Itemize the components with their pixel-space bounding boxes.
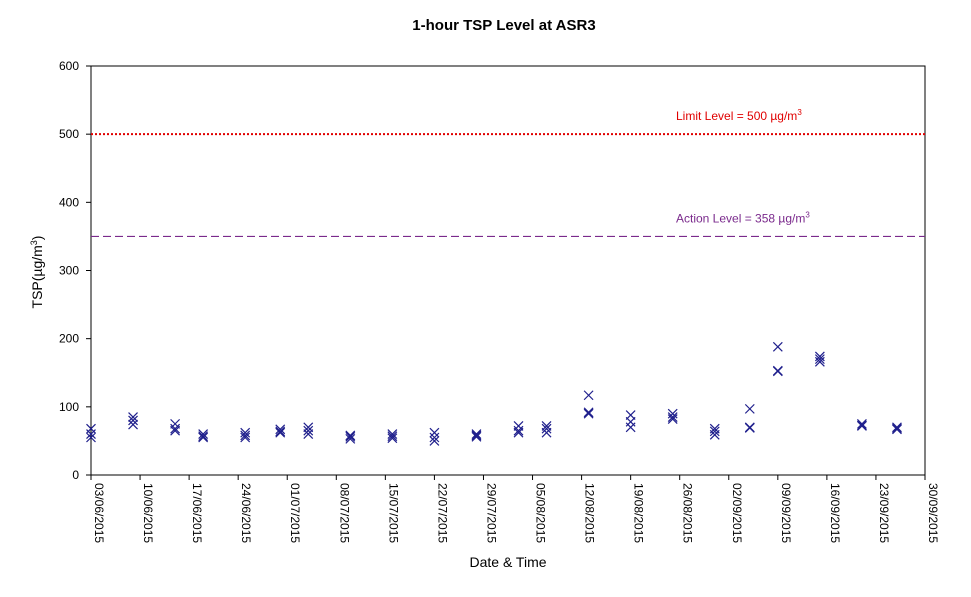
data-point <box>128 419 138 430</box>
chart-title: 1-hour TSP Level at ASR3 <box>412 17 595 34</box>
data-point <box>814 354 825 365</box>
data-point <box>772 341 783 352</box>
data-point <box>387 431 398 442</box>
data-point <box>892 422 902 433</box>
data-point <box>709 426 720 437</box>
data-point <box>513 427 524 438</box>
y-tick-label: 500 <box>59 127 79 141</box>
x-tick-label: 03/06/2015 <box>92 483 106 543</box>
data-point <box>170 423 181 434</box>
data-point <box>772 366 783 377</box>
reference-line-label: Limit Level = 500 µg/m3 <box>676 108 802 123</box>
y-tick-label: 200 <box>59 332 79 346</box>
x-tick-label: 02/09/2015 <box>730 483 744 543</box>
x-tick-label: 08/07/2015 <box>337 483 351 543</box>
x-tick-label: 26/08/2015 <box>681 483 695 543</box>
x-tick-label: 24/06/2015 <box>239 483 253 543</box>
x-tick-label: 09/09/2015 <box>779 483 793 543</box>
y-axis-label: TSP(µg/m3) <box>29 236 45 309</box>
y-axis-ticks: 0 100 200 300 400 500 600 <box>59 59 91 482</box>
x-tick-label: 05/08/2015 <box>534 483 548 543</box>
data-point <box>240 427 251 438</box>
data-point <box>198 432 209 443</box>
data-point <box>583 408 594 419</box>
data-point <box>744 403 755 414</box>
plot-area <box>90 65 926 476</box>
y-tick-label: 400 <box>59 195 79 209</box>
y-tick-label: 100 <box>59 400 79 414</box>
data-point <box>744 423 755 433</box>
data-point <box>275 427 286 438</box>
data-point <box>625 422 636 433</box>
x-tick-label: 01/07/2015 <box>288 483 302 543</box>
reference-line-label: Action Level = 358 µg/m3 <box>676 210 810 225</box>
y-tick-label: 600 <box>59 59 79 73</box>
data-point <box>667 412 678 422</box>
data-point <box>86 429 96 440</box>
x-tick-label: 23/09/2015 <box>877 483 891 543</box>
data-point <box>345 433 356 444</box>
x-tick-label: 15/07/2015 <box>386 483 400 543</box>
data-point <box>429 432 440 443</box>
x-tick-label: 12/08/2015 <box>583 483 597 543</box>
data-point <box>583 407 594 418</box>
data-point <box>240 430 251 441</box>
data-point <box>387 429 398 440</box>
data-point <box>471 430 482 441</box>
x-tick-label: 30/09/2015 <box>926 483 940 543</box>
data-point <box>513 425 524 436</box>
data-point <box>275 424 286 435</box>
data-point <box>583 390 594 401</box>
x-tick-label: 10/06/2015 <box>141 483 155 543</box>
x-axis-ticks: 03/06/2015 10/06/2015 17/06/2015 24/06/2015… <box>90 475 940 543</box>
x-tick-label: 29/07/2015 <box>484 483 498 543</box>
data-point <box>814 356 825 367</box>
data-point <box>667 414 678 425</box>
data-point <box>303 429 314 440</box>
data-point <box>541 427 552 438</box>
data-point <box>128 415 138 426</box>
data-point <box>86 432 96 443</box>
data-point <box>857 418 867 429</box>
data-point <box>471 429 482 440</box>
data-point <box>345 431 356 442</box>
data-point <box>387 433 398 444</box>
y-tick-label: 0 <box>72 468 79 482</box>
data-point <box>198 429 209 440</box>
data-point <box>471 431 482 442</box>
x-axis-label: Date & Time <box>469 554 546 570</box>
data-point <box>429 427 440 438</box>
data-point <box>170 425 181 436</box>
x-tick-label: 16/09/2015 <box>828 483 842 543</box>
y-tick-label: 300 <box>59 264 79 278</box>
data-point <box>709 429 720 440</box>
data-point <box>303 425 314 436</box>
data-point <box>198 431 209 442</box>
data-point <box>541 423 552 434</box>
data-point <box>892 424 902 435</box>
reference-lines: Limit Level = 500 µg/m3 Action Level = 35… <box>91 108 925 238</box>
x-tick-label: 22/07/2015 <box>435 483 449 543</box>
data-point <box>857 420 867 431</box>
x-tick-label: 19/08/2015 <box>632 483 646 543</box>
data-point <box>240 432 251 443</box>
data-point <box>128 412 138 422</box>
data-point <box>275 426 286 437</box>
x-tick-label: 17/06/2015 <box>190 483 204 543</box>
data-point <box>429 435 440 446</box>
data-point <box>345 430 356 441</box>
data-points <box>86 341 902 446</box>
